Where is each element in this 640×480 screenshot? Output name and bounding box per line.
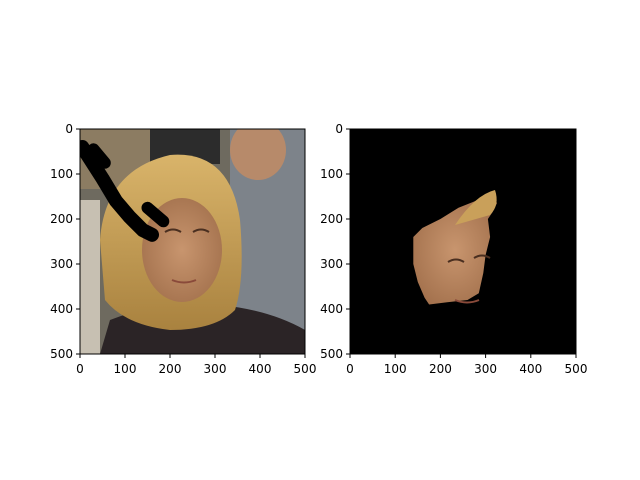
x-tick-label: 500: [565, 362, 588, 376]
y-tick-label: 400: [50, 302, 73, 316]
y-tick-label: 300: [320, 257, 343, 271]
mask-stroke: [80, 140, 159, 242]
face-segment: [413, 195, 497, 305]
x-tick-label: 400: [519, 362, 542, 376]
y-tick-label: 500: [50, 347, 73, 361]
right-image: [350, 129, 576, 354]
x-tick-label: 500: [294, 362, 317, 376]
right-eye: [192, 228, 210, 233]
right-axes-frame: [349, 128, 577, 355]
y-tick-label: 200: [320, 212, 343, 226]
left-axes-frame: [79, 128, 306, 355]
x-tick-label: 200: [429, 362, 452, 376]
y-tick-label: 0: [335, 122, 343, 136]
left-edge: [80, 200, 100, 354]
x-tick-label: 100: [384, 362, 407, 376]
left-image: [80, 129, 305, 354]
x-tick-label: 300: [204, 362, 227, 376]
y-tick-label: 300: [50, 257, 73, 271]
y-tick-label: 500: [320, 347, 343, 361]
x-tick-label: 0: [76, 362, 84, 376]
hair-segment: [455, 190, 497, 225]
seg-mouth: [454, 299, 480, 304]
x-tick-label: 200: [159, 362, 182, 376]
mask-stroke: [141, 201, 170, 228]
x-tick-label: 0: [346, 362, 354, 376]
seg-left-eye: [447, 258, 465, 263]
y-tick-label: 400: [320, 302, 343, 316]
x-tick-label: 300: [474, 362, 497, 376]
mask-stroke: [87, 143, 111, 169]
mouth: [171, 279, 197, 284]
y-tick-label: 100: [50, 167, 73, 181]
x-tick-label: 100: [114, 362, 137, 376]
y-tick-label: 200: [50, 212, 73, 226]
y-tick-label: 100: [320, 167, 343, 181]
seg-right-eye: [473, 254, 491, 259]
man-face: [230, 129, 286, 180]
y-tick-label: 0: [65, 122, 73, 136]
left-eye: [164, 228, 182, 233]
x-tick-label: 400: [249, 362, 272, 376]
